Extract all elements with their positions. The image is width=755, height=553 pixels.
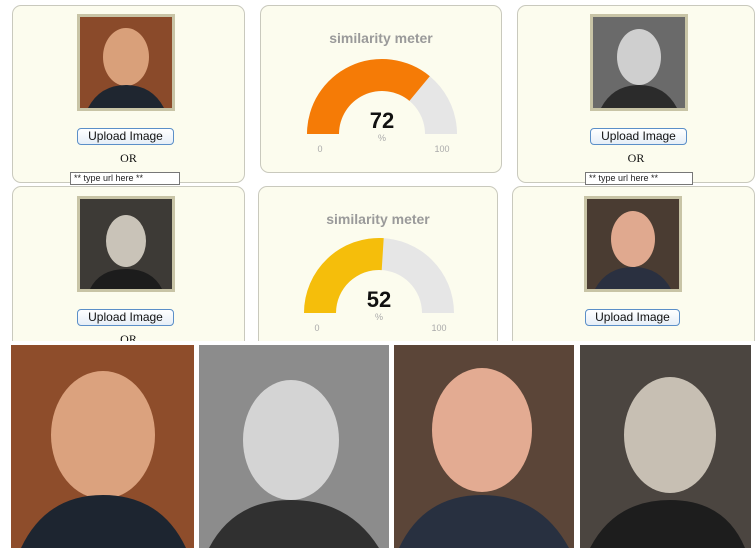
image-url-input[interactable]: ** type url here ** bbox=[585, 172, 693, 185]
similarity-meter-panel-1: similarity meter 72 % 0 100 bbox=[260, 5, 502, 173]
strip-photo-4 bbox=[580, 345, 751, 548]
strip-photo-2 bbox=[199, 345, 389, 548]
left-image-panel-1: Upload Image OR ** type url here ** bbox=[12, 5, 245, 185]
upload-image-button[interactable]: Upload Image bbox=[585, 309, 680, 326]
gauge-min: 0 bbox=[317, 144, 322, 154]
gauge-max: 100 bbox=[431, 323, 446, 333]
right-image-panel-2: Upload Image bbox=[512, 186, 755, 341]
comparison-row-2: Upload Image OR similarity meter 52 % 0 … bbox=[0, 186, 755, 341]
gauge-value: 72 bbox=[370, 108, 394, 133]
face-photo bbox=[590, 14, 688, 111]
face-photo bbox=[584, 196, 682, 292]
gauge-max: 100 bbox=[434, 144, 449, 154]
comparison-row-1: Upload Image OR ** type url here ** simi… bbox=[0, 0, 755, 186]
left-image-panel-2: Upload Image OR bbox=[12, 186, 245, 341]
face-photo bbox=[77, 196, 175, 292]
upload-image-button[interactable]: Upload Image bbox=[590, 128, 687, 145]
or-label: OR bbox=[120, 332, 137, 341]
gauge-value: 52 bbox=[367, 287, 391, 312]
image-url-input[interactable]: ** type url here ** bbox=[70, 172, 180, 185]
gauge-unit: % bbox=[375, 312, 383, 322]
meter-title: similarity meter bbox=[326, 211, 430, 227]
gauge-unit: % bbox=[378, 133, 386, 143]
right-image-panel-1: Upload Image OR ** type url here ** bbox=[517, 5, 755, 185]
gauge-min: 0 bbox=[314, 323, 319, 333]
strip-photo-1 bbox=[11, 345, 194, 548]
upload-image-button[interactable]: Upload Image bbox=[77, 128, 174, 145]
meter-title: similarity meter bbox=[329, 30, 433, 46]
gauge-fill bbox=[307, 58, 430, 135]
or-label: OR bbox=[120, 151, 137, 165]
similarity-gauge: 72 % 0 100 bbox=[307, 58, 457, 154]
or-label: OR bbox=[627, 151, 645, 165]
upload-image-button[interactable]: Upload Image bbox=[77, 309, 174, 326]
similarity-meter-panel-2: similarity meter 52 % 0 100 bbox=[258, 186, 498, 341]
gauge-fill bbox=[304, 238, 384, 313]
strip-photo-3 bbox=[394, 345, 574, 548]
face-photo bbox=[77, 14, 175, 111]
similarity-gauge: 52 % 0 100 bbox=[304, 238, 454, 333]
